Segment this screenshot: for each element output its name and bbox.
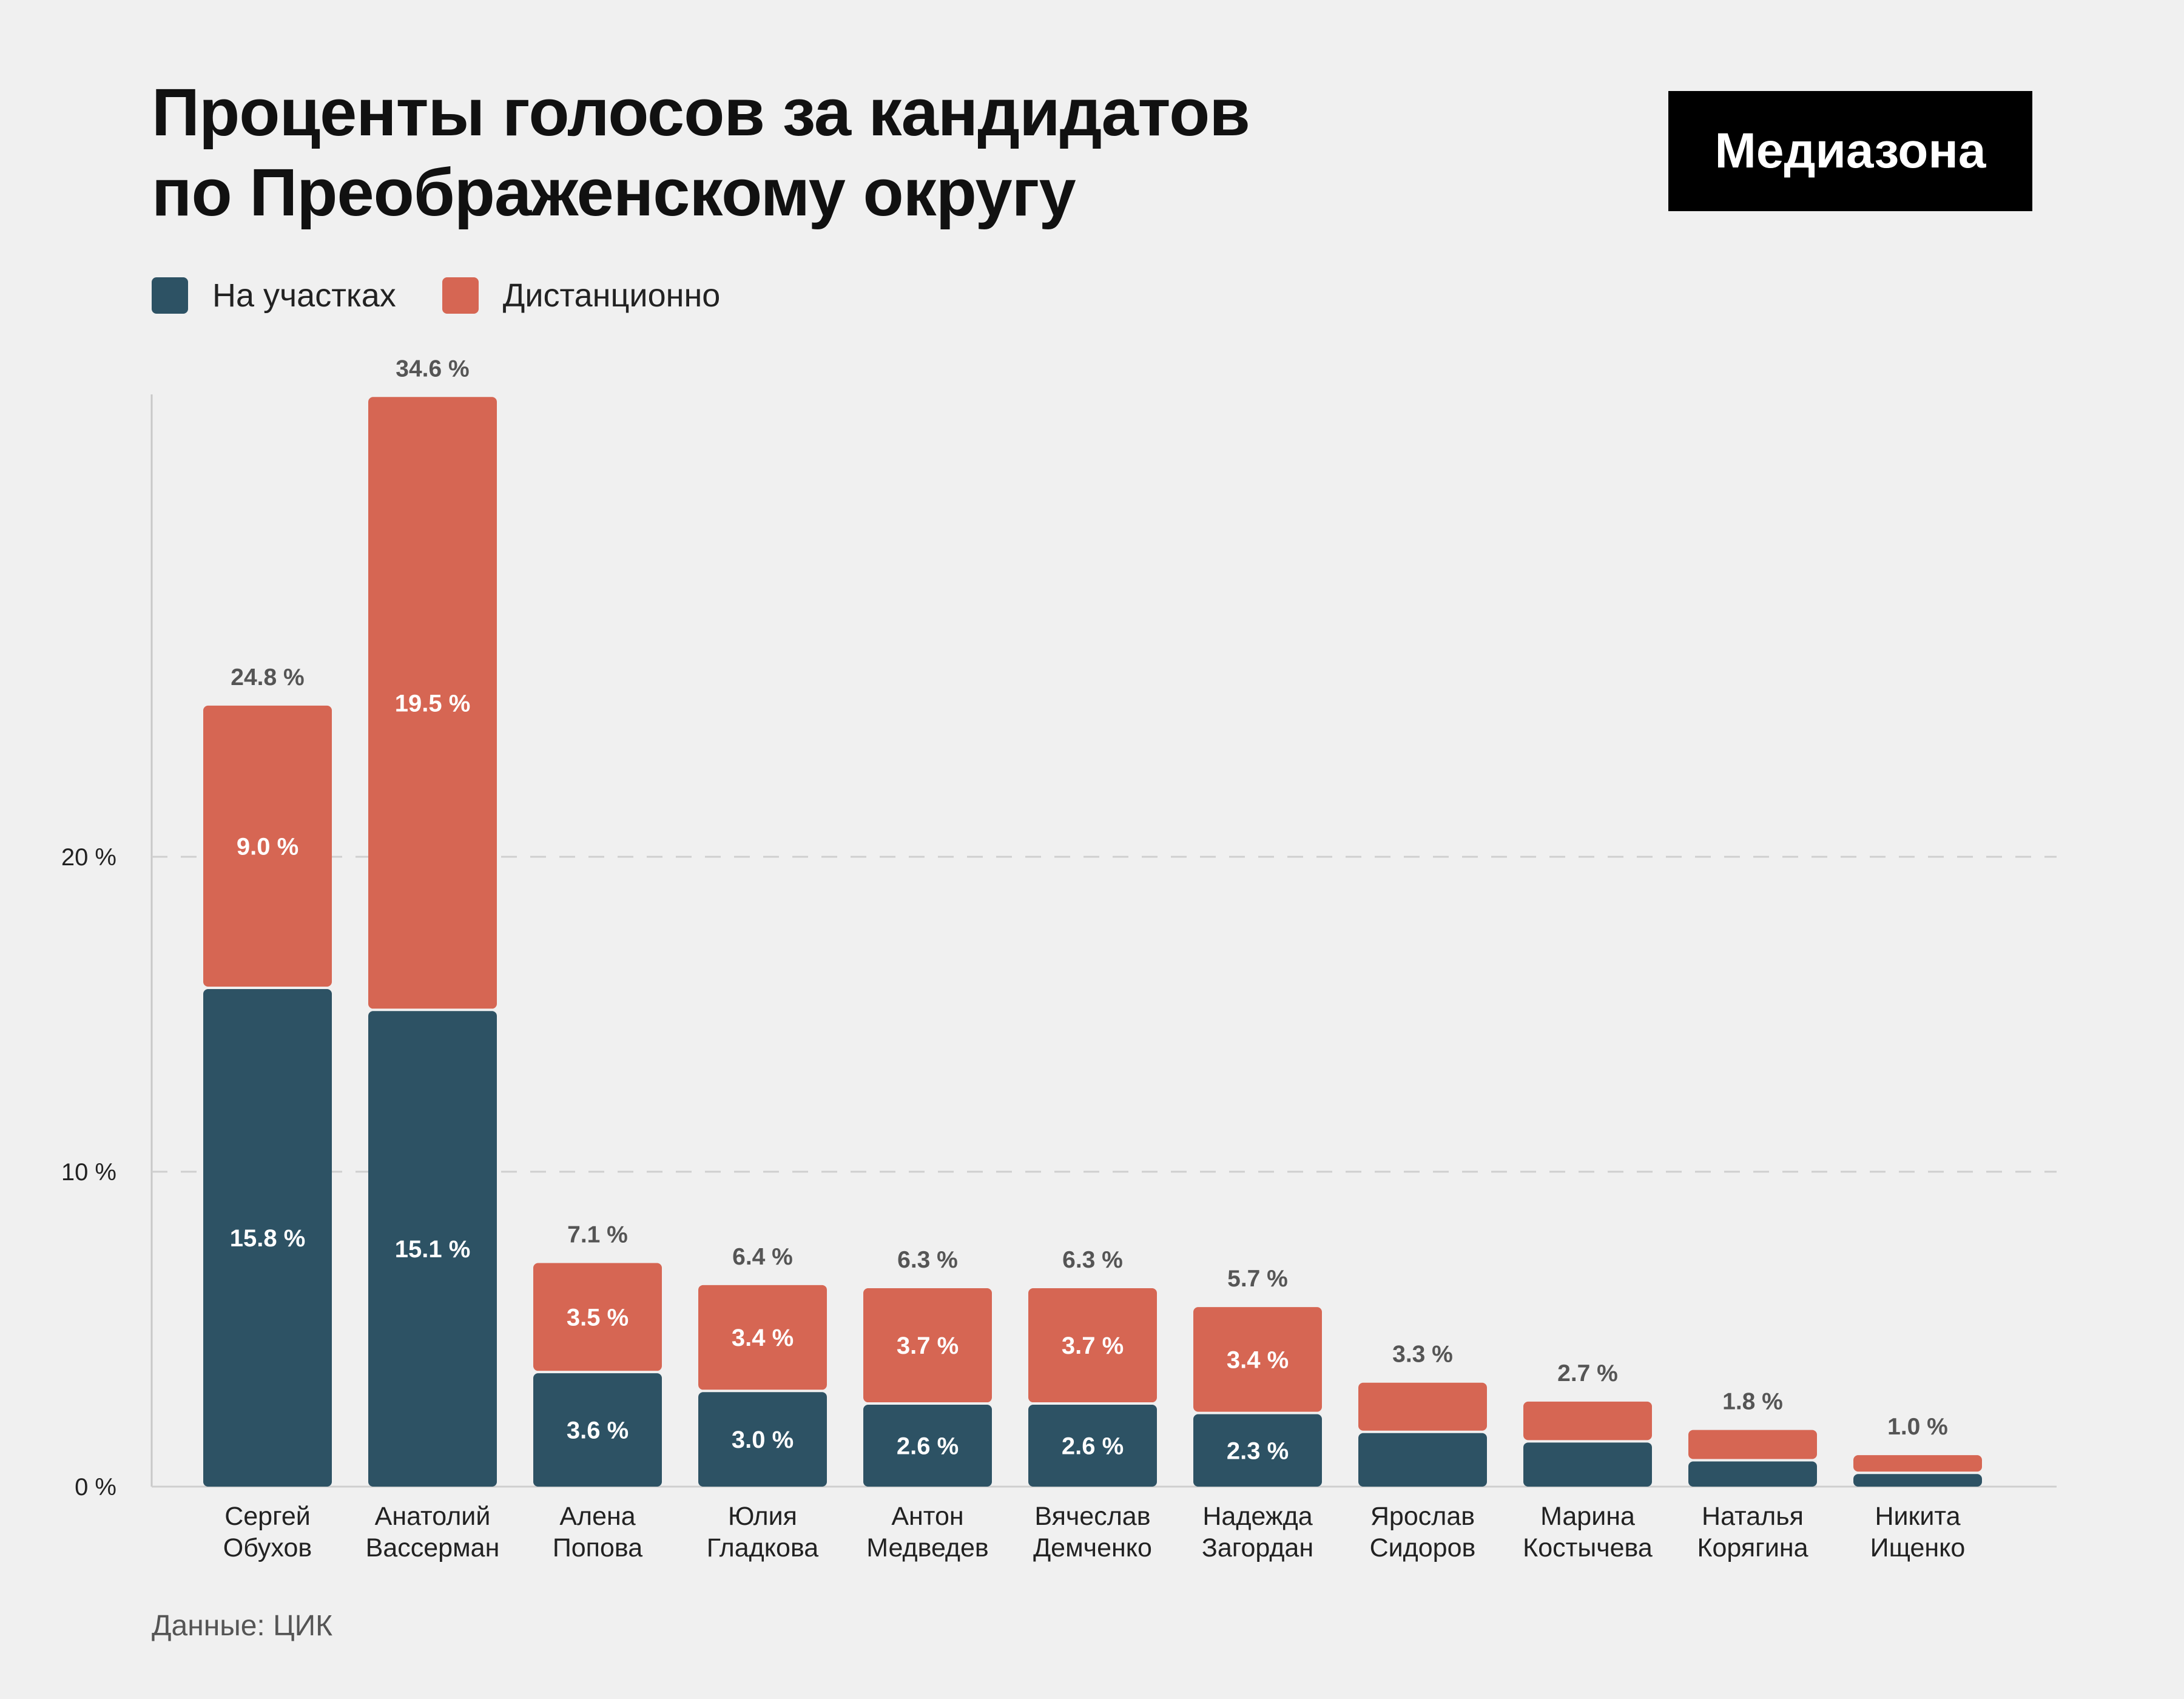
bar-total-label: 6.4 % [732,1244,793,1270]
bar-segment-remote [368,397,497,1009]
bar-segment-remote [1688,1430,1817,1459]
bar-total-label: 3.3 % [1392,1342,1453,1368]
x-category-label: Марина [1540,1502,1635,1531]
x-category-label: Гладкова [707,1533,819,1562]
bar-segment-polling [1523,1442,1652,1487]
x-category-label: Алена [559,1502,635,1531]
bar-segment-remote [1028,1288,1157,1403]
x-category-label: Юлия [728,1502,797,1531]
x-category-label: Загордан [1202,1533,1313,1562]
bar-segment-polling [1358,1433,1487,1487]
bar-label-remote: 9.0 % [237,833,298,860]
x-category-label: Вячеслав [1034,1502,1150,1531]
y-tick-label: 10 % [61,1159,116,1186]
legend-item-polling: На участках [152,277,396,314]
bar-segment-polling [1028,1405,1157,1487]
bar-segment-polling [203,988,332,1487]
legend-label-polling: На участках [212,277,396,314]
bar-label-remote: 3.7 % [897,1333,959,1359]
bar-total-label: 24.8 % [231,664,304,691]
bar-segment-remote [1523,1401,1652,1441]
bar-segment-remote [203,705,332,987]
x-category-label: Корягина [1697,1533,1808,1562]
bar-label-polling: 15.8 % [230,1225,306,1252]
x-category-label: Сидоров [1370,1533,1476,1562]
bar-segment-polling [368,1011,497,1487]
x-category-label: Медведев [866,1533,989,1562]
x-category-label: Никита [1875,1502,1960,1531]
chart-title-line-1: Проценты голосов за кандидатов [152,75,1250,150]
bar-segment-polling [698,1392,827,1487]
x-category-label: Ярослав [1370,1502,1475,1531]
legend-swatch-remote [442,277,479,314]
bar-segment-remote [1193,1307,1322,1412]
bar-segment-polling [1853,1474,1982,1487]
y-tick-label: 0 % [75,1474,116,1501]
x-category-label: Надежда [1202,1502,1312,1531]
bar-label-polling: 3.6 % [567,1417,629,1444]
bar-segment-remote [863,1288,992,1403]
bar-segment-polling [1688,1461,1817,1487]
x-category-label: Сергей [224,1502,311,1531]
bar-label-polling: 15.1 % [395,1236,471,1263]
x-category-label: Ищенко [1870,1533,1966,1562]
bar-total-label: 7.1 % [567,1222,628,1248]
legend-item-remote: Дистанционно [442,277,721,314]
x-category-label: Попова [553,1533,642,1562]
bar-segment-remote [698,1285,827,1390]
bar-label-remote: 3.7 % [1062,1333,1124,1359]
bar-label-remote: 3.4 % [732,1325,794,1351]
mediazona-logo: Медиазона [1668,91,2032,211]
bar-total-label: 34.6 % [396,356,469,382]
bar-total-label: 1.0 % [1887,1414,1948,1440]
x-category-label: Вассерман [366,1533,500,1562]
chart-legend: На участках Дистанционно [152,274,766,317]
bar-label-remote: 19.5 % [395,690,471,717]
bar-segment-polling [1193,1414,1322,1487]
bar-label-polling: 2.6 % [897,1433,959,1460]
x-category-label: Костычева [1523,1533,1653,1562]
bar-label-polling: 2.6 % [1062,1433,1124,1460]
bar-total-label: 1.8 % [1722,1389,1783,1415]
y-tick-label: 20 % [61,844,116,871]
chart-title: Проценты голосов за кандидатов по Преобр… [152,73,1486,233]
bar-total-label: 6.3 % [897,1247,958,1273]
bar-total-label: 6.3 % [1062,1247,1123,1273]
x-category-label: Анатолий [375,1502,491,1531]
bar-total-label: 2.7 % [1557,1360,1618,1387]
bar-total-label: 5.7 % [1227,1266,1288,1292]
x-category-label: Демченко [1033,1533,1152,1562]
bar-segment-remote [1358,1382,1487,1431]
x-category-label: Обухов [223,1533,312,1562]
x-category-label: Антон [891,1502,963,1531]
x-category-label: Наталья [1702,1502,1804,1531]
bar-label-polling: 2.3 % [1227,1437,1289,1464]
legend-swatch-polling [152,277,188,314]
data-source: Данные: ЦИК [152,1610,333,1642]
bar-label-remote: 3.4 % [1227,1346,1289,1373]
bar-segment-polling [863,1405,992,1487]
legend-label-remote: Дистанционно [502,277,721,314]
bar-segment-remote [1853,1455,1982,1472]
bar-label-remote: 3.5 % [567,1304,629,1331]
bar-label-polling: 3.0 % [732,1427,794,1453]
chart-title-line-2: по Преображенскому округу [152,155,1076,230]
bar-segment-polling [533,1373,662,1487]
bar-segment-remote [533,1263,662,1371]
